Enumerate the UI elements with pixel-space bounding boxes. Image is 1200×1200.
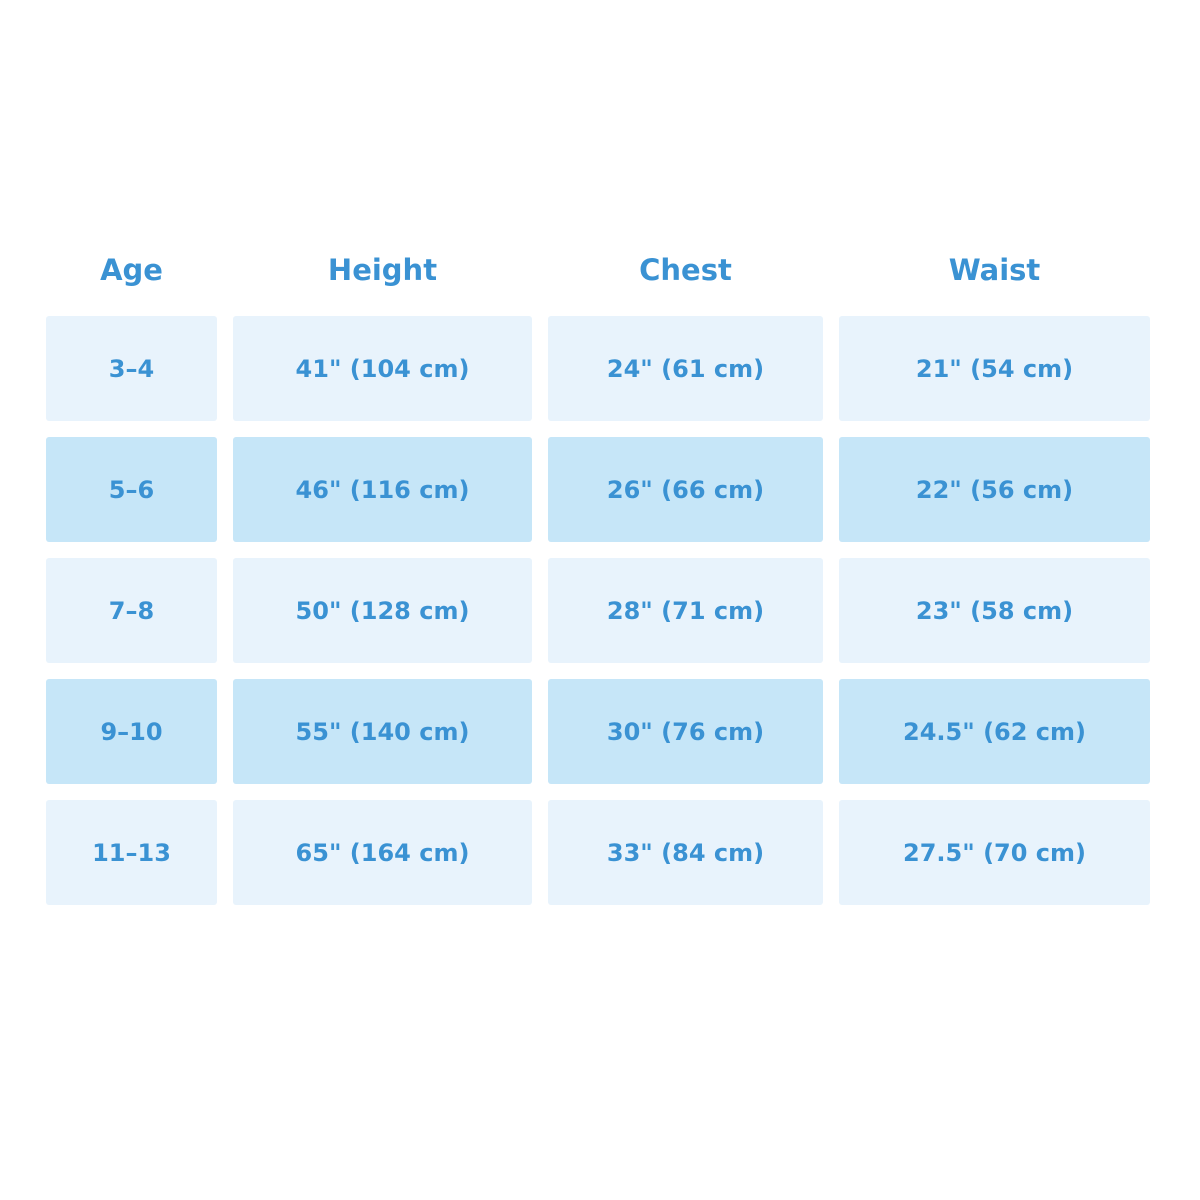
table-cell-chest: 24" (61 cm) [548,316,823,421]
column-header-age: Age [100,253,163,287]
table-cell-waist: 21" (54 cm) [839,316,1150,421]
table-cell-chest: 26" (66 cm) [548,437,823,542]
table-cell-height: 41" (104 cm) [233,316,532,421]
table-cell-chest: 28" (71 cm) [548,558,823,663]
table-cell-chest: 30" (76 cm) [548,679,823,784]
table-cell-height: 46" (116 cm) [233,437,532,542]
table-cell-age: 9–10 [46,679,217,784]
table-cell-age: 3–4 [46,316,217,421]
size-chart-table: Age Height Chest Waist 3–4 41" (104 cm) 24… [46,240,1150,921]
table-cell-waist: 22" (56 cm) [839,437,1150,542]
table-cell-waist: 24.5" (62 cm) [839,679,1150,784]
table-cell-age: 11–13 [46,800,217,905]
table-cell-age: 5–6 [46,437,217,542]
table-cell-height: 50" (128 cm) [233,558,532,663]
table-cell-height: 55" (140 cm) [233,679,532,784]
column-header-height: Height [327,253,438,287]
table-cell-height: 65" (164 cm) [233,800,532,905]
table-cell-age: 7–8 [46,558,217,663]
table-cell-waist: 27.5" (70 cm) [839,800,1150,905]
column-header-chest: Chest [639,253,732,287]
table-cell-chest: 33" (84 cm) [548,800,823,905]
table-cell-waist: 23" (58 cm) [839,558,1150,663]
column-header-waist: Waist [948,253,1041,287]
